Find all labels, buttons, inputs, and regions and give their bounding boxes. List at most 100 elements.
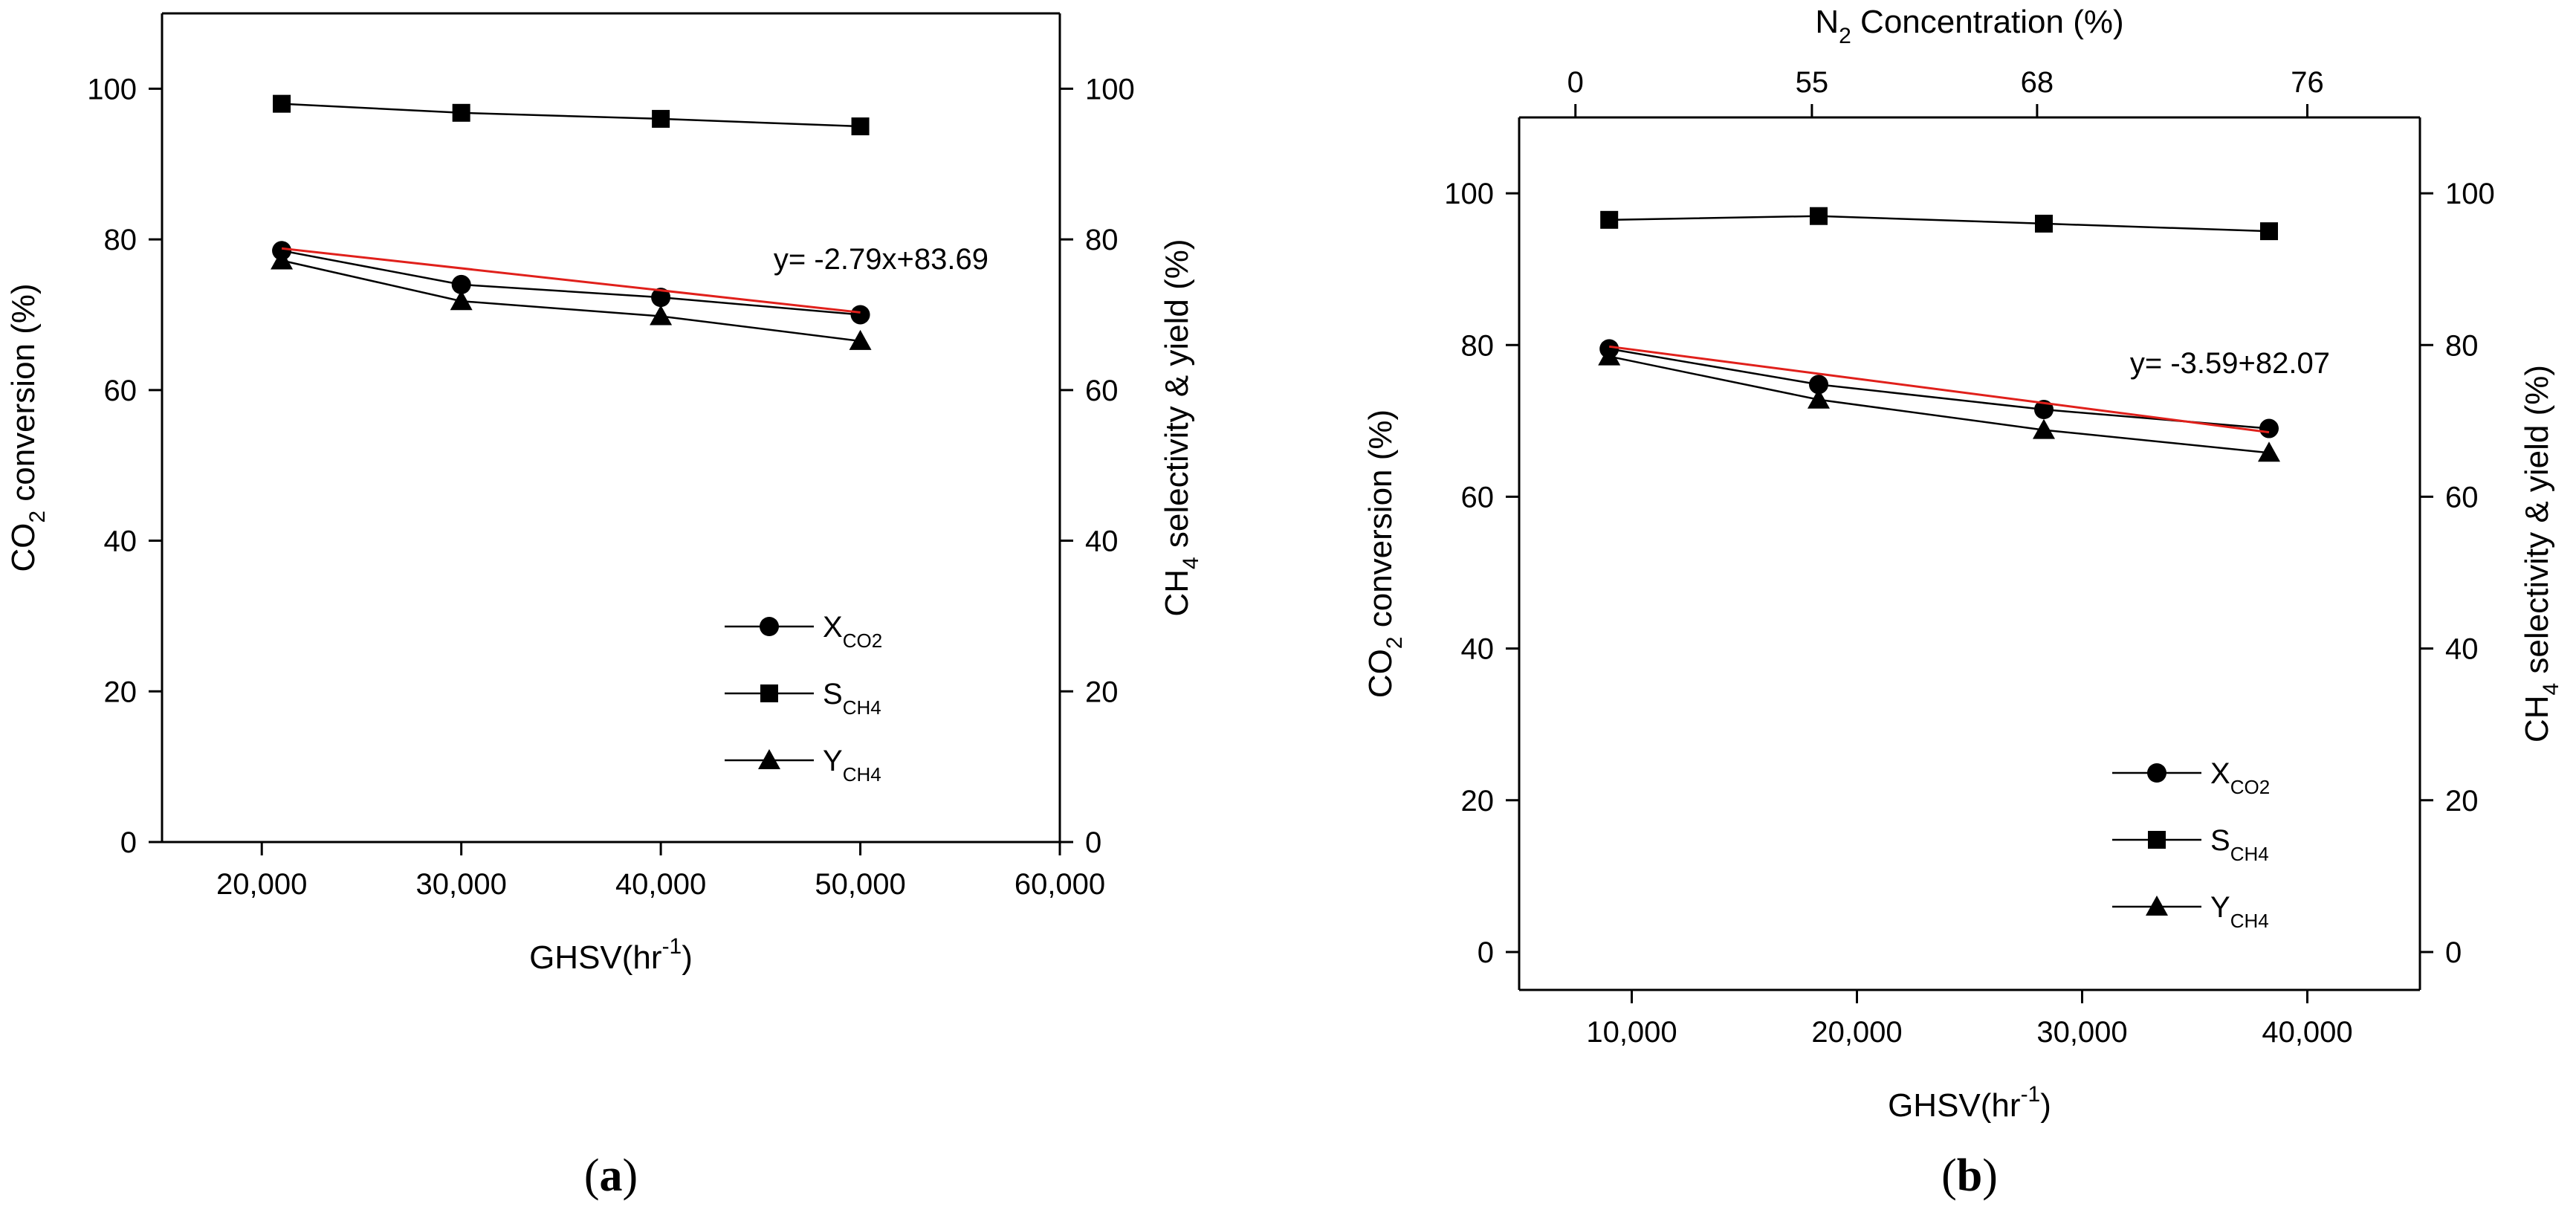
- data-point-triangle: [450, 290, 473, 311]
- y-tick-label-left: 100: [1444, 178, 1494, 210]
- x-tick-label: 30,000: [415, 868, 506, 901]
- y-tick-label-right: 100: [2445, 178, 2495, 210]
- y-tick-label-right: 80: [1085, 224, 1119, 256]
- legend-marker-triangle: [758, 749, 780, 769]
- legend-entry-name: Y: [2210, 891, 2230, 924]
- y-tick-label-right: 60: [2445, 481, 2479, 514]
- fit-equation-label: y= -2.79x+83.69: [774, 243, 988, 276]
- x-axis-label-main: GHSV(hr: [529, 939, 661, 976]
- legend-entry-name: S: [823, 678, 843, 710]
- series-y-ch4: [271, 249, 872, 350]
- series-s-ch4: [1600, 207, 2278, 241]
- data-point-triangle: [2257, 441, 2280, 462]
- y-label-right-post: selectivity & yield (%): [2519, 365, 2555, 683]
- x-tick-label: 40,000: [615, 868, 706, 901]
- y-tick-label-right: 20: [2445, 785, 2479, 818]
- data-point-triangle: [1807, 388, 1830, 409]
- y-label-left-sub: 2: [1382, 636, 1407, 649]
- y-label-left-post: conversion (%): [1362, 409, 1399, 637]
- legend-marker-circle: [760, 617, 779, 636]
- legend-entry-name: X: [823, 611, 843, 644]
- panel-label-open: (: [584, 1150, 600, 1201]
- series-x-co2: [1599, 339, 2279, 438]
- panel-label-close: ): [1982, 1150, 1998, 1201]
- top-axis-tick-label: 55: [1796, 66, 1829, 99]
- y-tick-label-right: 0: [2445, 936, 2462, 969]
- y-tick-label-right: 40: [2445, 633, 2479, 666]
- y-label-right-sub: 4: [1179, 557, 1203, 569]
- data-point-square: [1600, 210, 1619, 229]
- legend-marker-triangle: [2146, 896, 2168, 916]
- y-tick-label-left: 60: [104, 375, 137, 407]
- y-axis-label-right: CH4 selectivity & yield (%): [2519, 365, 2563, 742]
- legend-entry-sub: CH4: [2230, 910, 2269, 932]
- series-s-ch4: [273, 94, 870, 136]
- top-axis-label: N2 Concentration (%): [1815, 4, 2123, 48]
- y-label-right-post: selectivity & yield (%): [1159, 239, 1195, 557]
- x-tick-label: 10,000: [1586, 1016, 1677, 1049]
- y-tick-label-right: 80: [2445, 329, 2479, 362]
- x-axis-label-sup: -1: [2021, 1082, 2041, 1107]
- y-tick-label-left: 20: [1461, 785, 1495, 818]
- y-tick-label-left: 20: [104, 676, 137, 708]
- y-tick-label-left: 80: [104, 224, 137, 256]
- x-tick-label: 50,000: [815, 868, 905, 901]
- x-tick-label: 40,000: [2262, 1016, 2352, 1049]
- top-axis-label-pre: N: [1815, 4, 1839, 40]
- data-point-square: [1809, 207, 1828, 225]
- series-line: [1608, 348, 2270, 430]
- panel-label-a: (a): [584, 1150, 638, 1201]
- series-y-ch4: [1598, 345, 2280, 462]
- y-tick-label-right: 20: [1085, 676, 1119, 708]
- legend-entry-label: SCH4: [823, 678, 881, 719]
- top-axis-label-sub: 2: [1839, 24, 1851, 48]
- top-axis-tick-label: 0: [1567, 66, 1584, 99]
- data-point-square: [2034, 214, 2053, 233]
- y-axis-label-left: CO2 conversion (%): [1362, 409, 1407, 698]
- y-label-left-sub: 2: [25, 511, 50, 523]
- data-point-circle: [451, 274, 471, 294]
- top-axis-tick-label: 76: [2291, 66, 2324, 99]
- legend-entry-sub: CH4: [2230, 843, 2269, 865]
- y-tick-label-right: 0: [1085, 826, 1101, 859]
- y-tick-label-left: 0: [120, 826, 137, 859]
- legend-entry-label: SCH4: [2210, 824, 2269, 865]
- data-point-square: [851, 117, 870, 136]
- x-axis-label: GHSV(hr-1): [529, 934, 693, 976]
- x-tick-label: 30,000: [2036, 1016, 2127, 1049]
- panel-label-close: ): [623, 1150, 638, 1201]
- data-point-square: [2259, 222, 2278, 241]
- y-label-left-pre: CO: [1362, 649, 1399, 698]
- data-point-triangle: [650, 305, 673, 326]
- y-tick-label-right: 100: [1085, 73, 1135, 106]
- y-tick-label-left: 40: [104, 525, 137, 558]
- legend-marker-square: [2148, 831, 2166, 849]
- series-x-co2: [272, 241, 870, 325]
- data-point-square: [273, 94, 291, 113]
- legend-entry-name: X: [2210, 757, 2230, 790]
- legend-entry-sub: CH4: [843, 696, 881, 719]
- legend-entry-name: Y: [823, 745, 843, 777]
- data-point-circle: [850, 305, 870, 325]
- x-axis-label-sup: -1: [662, 934, 682, 959]
- data-point-square: [452, 103, 470, 122]
- y-tick-label-left: 0: [1478, 936, 1494, 969]
- data-point-circle: [1808, 375, 1828, 395]
- legend-entry-label: YCH4: [2210, 891, 2269, 932]
- y-tick-label-right: 60: [1085, 375, 1119, 407]
- fit-equation-label: y= -3.59+82.07: [2130, 347, 2330, 380]
- x-axis-label-tail: ): [682, 939, 693, 976]
- data-point-circle: [651, 288, 671, 308]
- x-axis-label-main: GHSV(hr: [1888, 1087, 2020, 1124]
- x-axis-label: GHSV(hr-1): [1888, 1082, 2051, 1124]
- fit-line: [1609, 345, 2270, 434]
- series-line: [1609, 215, 2270, 233]
- panel-label-letter: a: [600, 1150, 623, 1201]
- data-point-triangle: [849, 329, 872, 350]
- panel-label-b: (b): [1941, 1150, 1998, 1201]
- legend-entry-sub: CO2: [2230, 776, 2270, 798]
- y-label-right-sub: 4: [2539, 683, 2563, 696]
